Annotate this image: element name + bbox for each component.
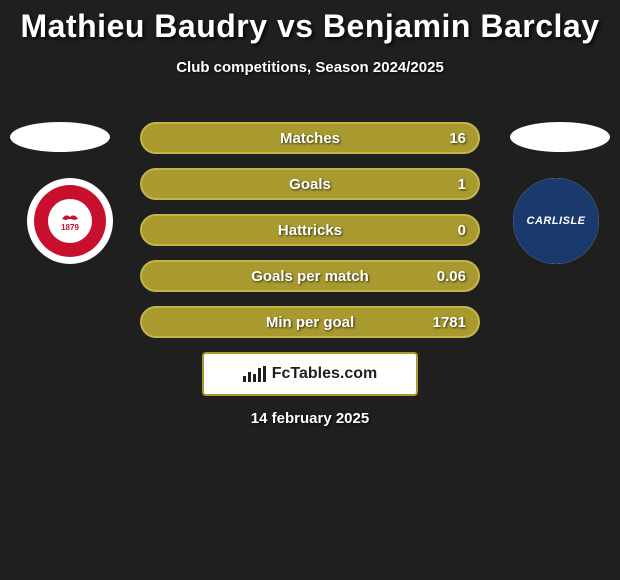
carlisle-label: CARLISLE: [527, 215, 586, 227]
swindon-badge-inner: 1879: [48, 199, 92, 243]
brand-box: FcTables.com: [202, 352, 418, 396]
carlisle-badge-inner: CARLISLE: [513, 178, 599, 264]
stat-row: Hattricks 0: [140, 214, 480, 246]
stat-value: 0.06: [437, 268, 466, 285]
stat-row: Min per goal 1781: [140, 306, 480, 338]
stat-label: Min per goal: [266, 314, 354, 331]
left-club-badge: 1879: [27, 178, 113, 264]
right-club-badge: CARLISLE: [513, 178, 599, 264]
stat-row: Goals 1: [140, 168, 480, 200]
subtitle: Club competitions, Season 2024/2025: [0, 59, 620, 76]
right-player-ellipse: [510, 122, 610, 152]
stat-value: 1: [458, 176, 466, 193]
stat-value: 1781: [433, 314, 466, 331]
brand-text: FcTables.com: [272, 365, 378, 383]
stat-label: Matches: [280, 130, 340, 147]
date-label: 14 february 2025: [0, 410, 620, 427]
stat-value: 16: [449, 130, 466, 147]
stats-container: Matches 16 Goals 1 Hattricks 0 Goals per match…: [140, 122, 480, 352]
stat-label: Goals per match: [251, 268, 369, 285]
stat-label: Goals: [289, 176, 331, 193]
stat-row: Matches 16: [140, 122, 480, 154]
chart-icon: [243, 366, 266, 382]
swindon-bird-icon: [60, 211, 80, 223]
swindon-year: 1879: [61, 223, 79, 232]
stat-value: 0: [458, 222, 466, 239]
page-title: Mathieu Baudry vs Benjamin Barclay: [0, 0, 620, 45]
swindon-badge-outer: 1879: [34, 185, 106, 257]
stat-label: Hattricks: [278, 222, 342, 239]
stat-row: Goals per match 0.06: [140, 260, 480, 292]
left-player-ellipse: [10, 122, 110, 152]
